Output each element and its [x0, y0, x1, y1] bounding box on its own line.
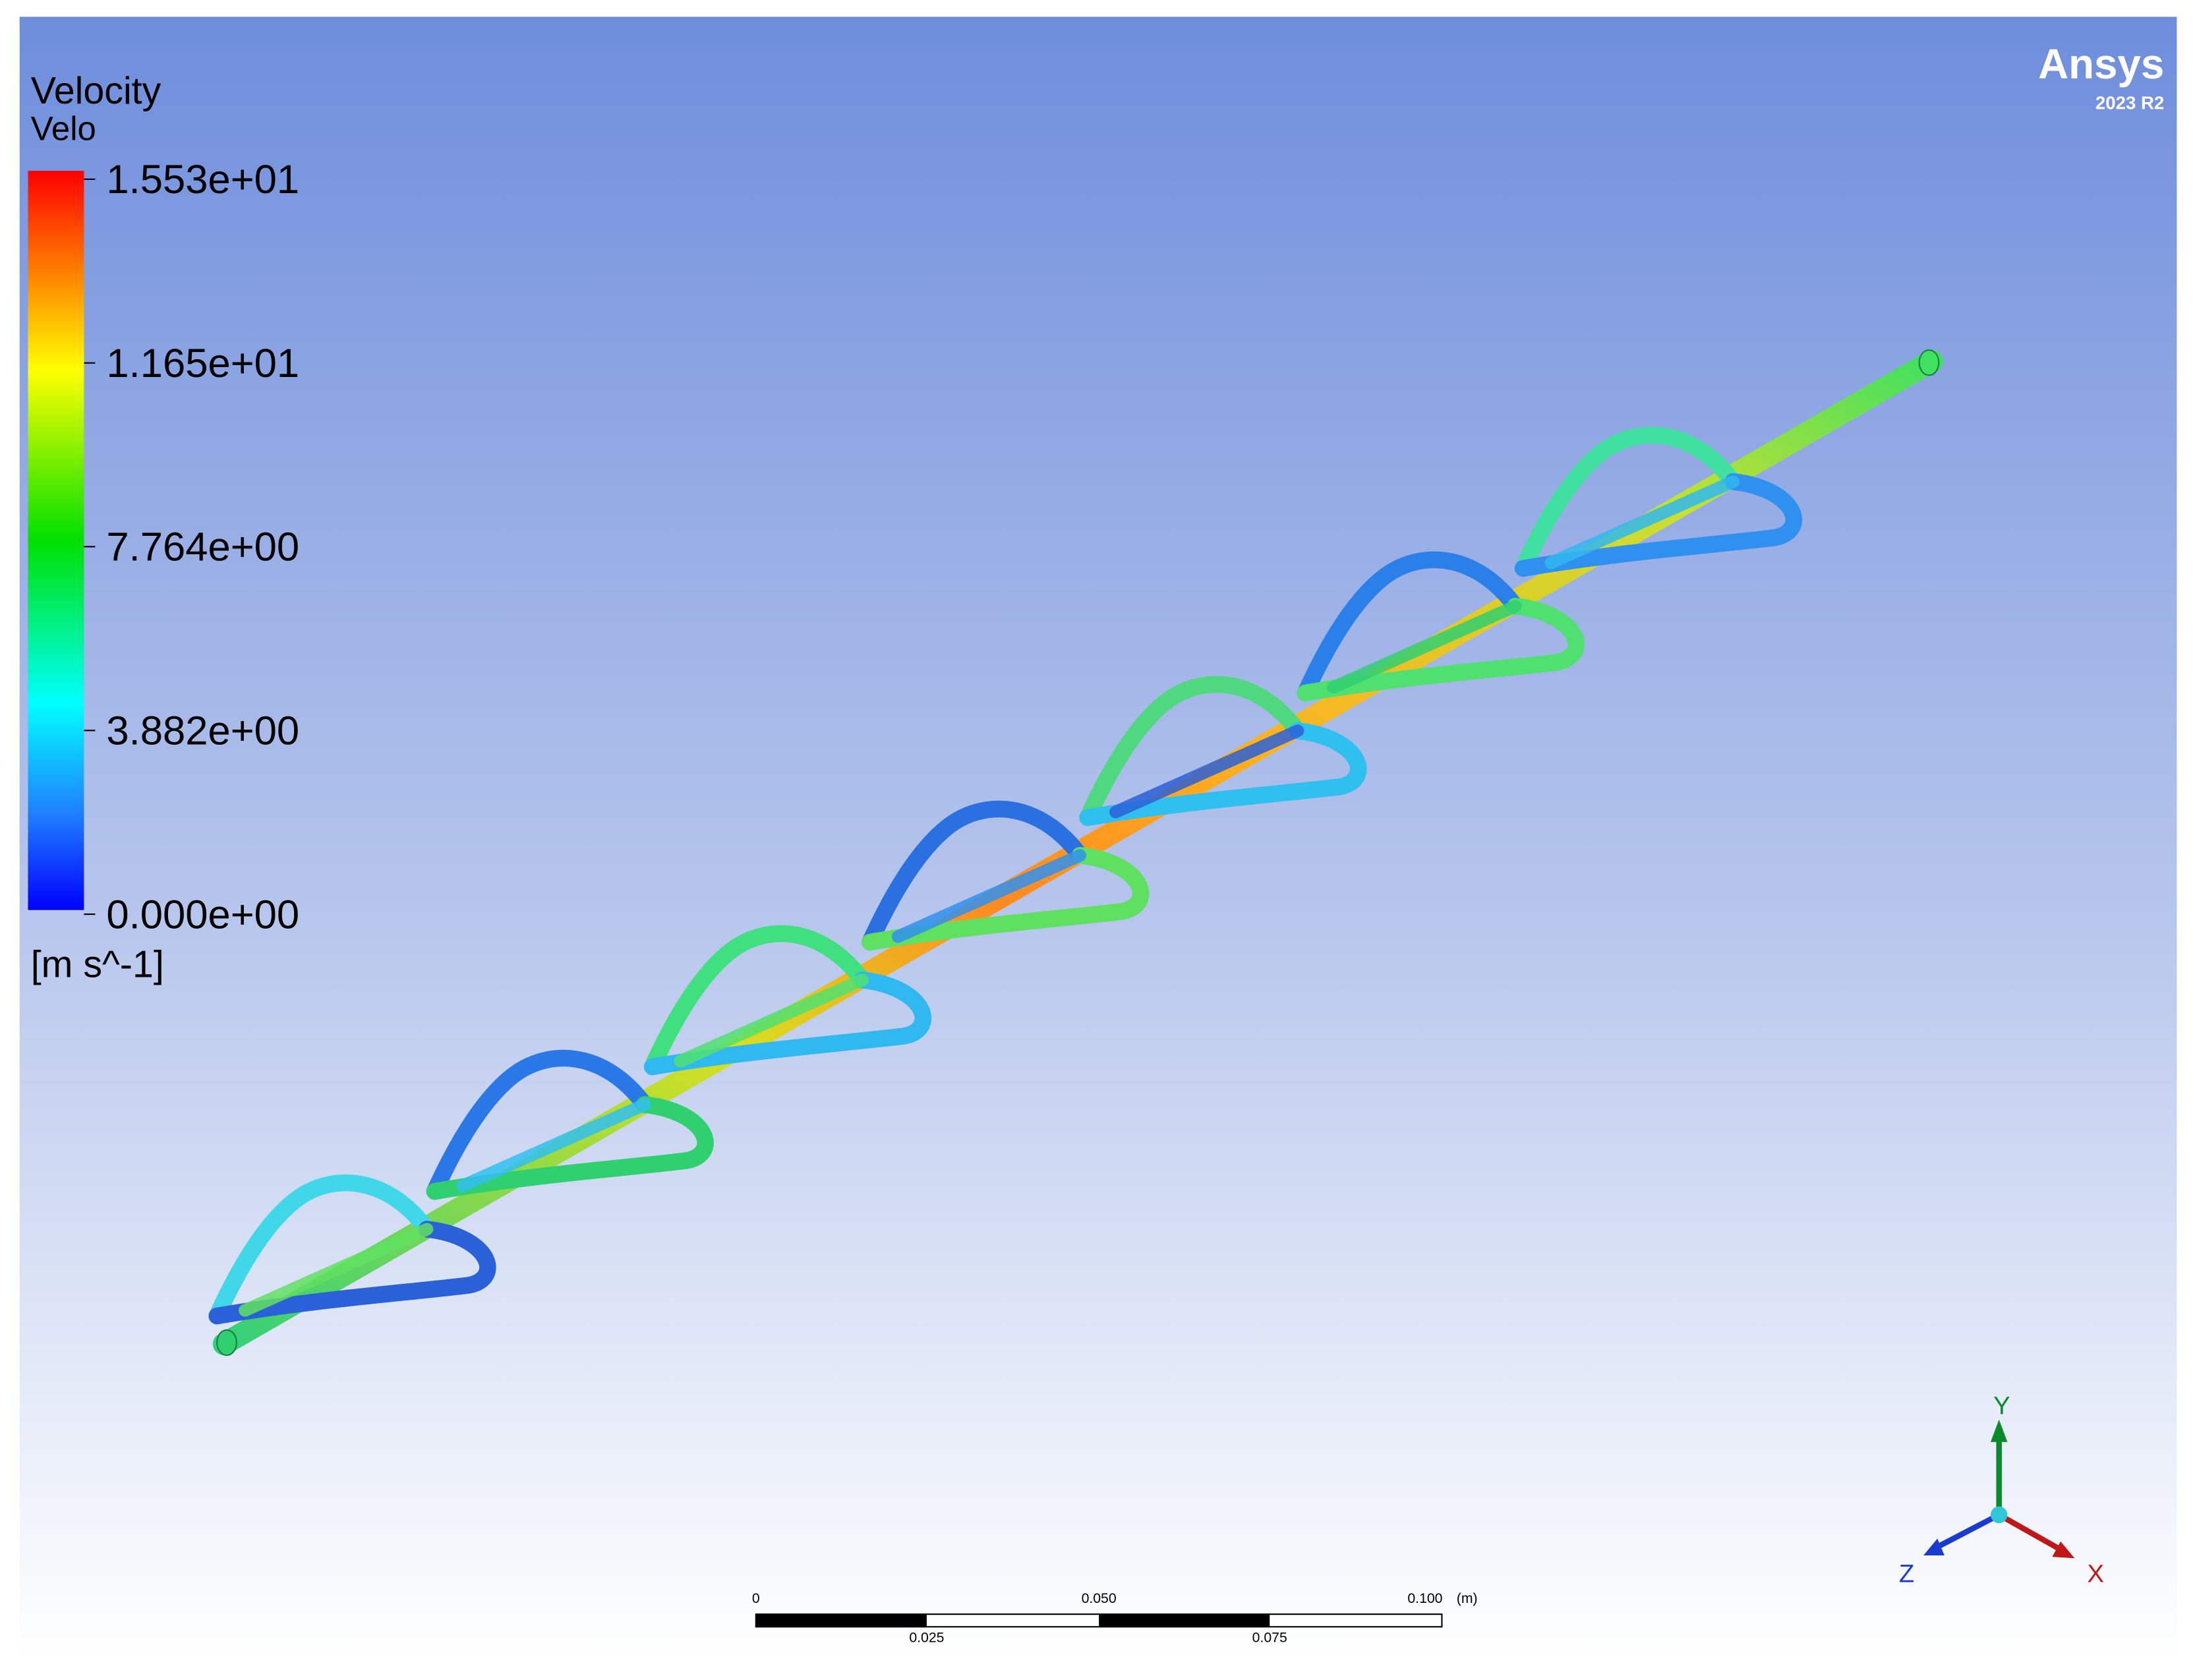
- loop-upper: [426, 1049, 653, 1200]
- loop-upper: [1079, 676, 1306, 826]
- scale-label: 0.100: [1407, 1591, 1442, 1606]
- scale-label: 0.025: [909, 1631, 944, 1646]
- loop-lower: [208, 1221, 496, 1325]
- loop-upper: [862, 800, 1089, 951]
- loop-lower: [426, 1096, 714, 1200]
- loop-lower: [1297, 598, 1585, 702]
- logo: Ansys: [2038, 40, 2164, 88]
- outlet: [1918, 349, 1940, 376]
- loop-inner: [1109, 724, 1304, 819]
- legend-title: Velocity: [31, 70, 161, 112]
- loop-upper: [208, 1174, 436, 1325]
- loop-upper: [643, 925, 871, 1076]
- axis-label: X: [2087, 1559, 2103, 1588]
- loop-lower: [1079, 722, 1367, 826]
- loop-inner: [891, 849, 1087, 943]
- axis-label: Z: [1899, 1559, 1914, 1588]
- legend-label: 0.000e+00: [106, 892, 299, 937]
- color-bar: [28, 171, 84, 910]
- loop-upper: [1514, 426, 1741, 577]
- loop-inner: [456, 1098, 651, 1192]
- loop-upper: [1297, 551, 1524, 702]
- legend-label: 3.882e+00: [106, 709, 299, 754]
- loop-inner: [674, 973, 869, 1068]
- axis-label: Y: [1993, 1391, 2010, 1420]
- axis-triad: Y Z X: [1899, 1391, 2104, 1588]
- legend-variable: Velo: [31, 109, 96, 147]
- scale-bar: 0 0.050 0.100 (m) 0.025 0.075: [752, 1591, 1478, 1645]
- scale-label: 0.075: [1252, 1631, 1287, 1646]
- loop-lower: [862, 847, 1150, 951]
- legend-label: 1.553e+01: [106, 157, 299, 202]
- loop-inner: [1544, 475, 1740, 569]
- loop-inner: [239, 1223, 434, 1317]
- scale-label: 0: [752, 1591, 760, 1606]
- loop-inner: [1327, 600, 1522, 694]
- logo-version: 2023 R2: [2095, 93, 2164, 113]
- legend-label: 7.764e+00: [106, 525, 299, 570]
- scale-label: 0.050: [1082, 1591, 1117, 1606]
- inlet: [216, 1329, 237, 1356]
- legend-labels: 1.553e+01 1.165e+01 7.764e+00 3.882e+00 0.00…: [84, 157, 299, 937]
- scale-unit: (m): [1457, 1591, 1478, 1606]
- legend-label: 1.165e+01: [106, 341, 299, 386]
- loop-lower: [1514, 473, 1802, 577]
- model: [208, 349, 1943, 1356]
- loop-lower: [643, 971, 931, 1076]
- legend-unit: [m s^-1]: [31, 944, 164, 986]
